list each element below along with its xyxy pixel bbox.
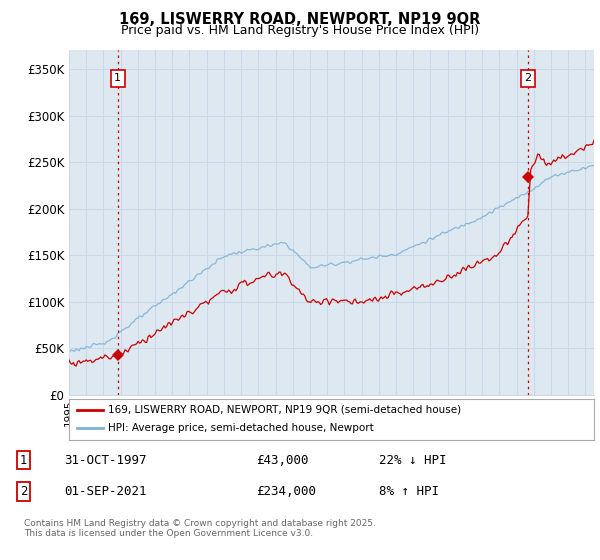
- Text: 31-OCT-1997: 31-OCT-1997: [64, 454, 147, 466]
- Text: £234,000: £234,000: [256, 485, 316, 498]
- Text: 169, LISWERRY ROAD, NEWPORT, NP19 9QR (semi-detached house): 169, LISWERRY ROAD, NEWPORT, NP19 9QR (s…: [109, 405, 461, 415]
- Text: 22% ↓ HPI: 22% ↓ HPI: [379, 454, 446, 466]
- Text: 169, LISWERRY ROAD, NEWPORT, NP19 9QR: 169, LISWERRY ROAD, NEWPORT, NP19 9QR: [119, 12, 481, 27]
- Text: Contains HM Land Registry data © Crown copyright and database right 2025.
This d: Contains HM Land Registry data © Crown c…: [23, 519, 376, 538]
- Text: 2: 2: [524, 73, 532, 83]
- Text: Price paid vs. HM Land Registry's House Price Index (HPI): Price paid vs. HM Land Registry's House …: [121, 24, 479, 36]
- Text: 8% ↑ HPI: 8% ↑ HPI: [379, 485, 439, 498]
- Text: 01-SEP-2021: 01-SEP-2021: [64, 485, 147, 498]
- Text: 2: 2: [20, 485, 28, 498]
- Text: 1: 1: [20, 454, 28, 466]
- Text: HPI: Average price, semi-detached house, Newport: HPI: Average price, semi-detached house,…: [109, 423, 374, 433]
- Text: 1: 1: [114, 73, 121, 83]
- Text: £43,000: £43,000: [256, 454, 309, 466]
